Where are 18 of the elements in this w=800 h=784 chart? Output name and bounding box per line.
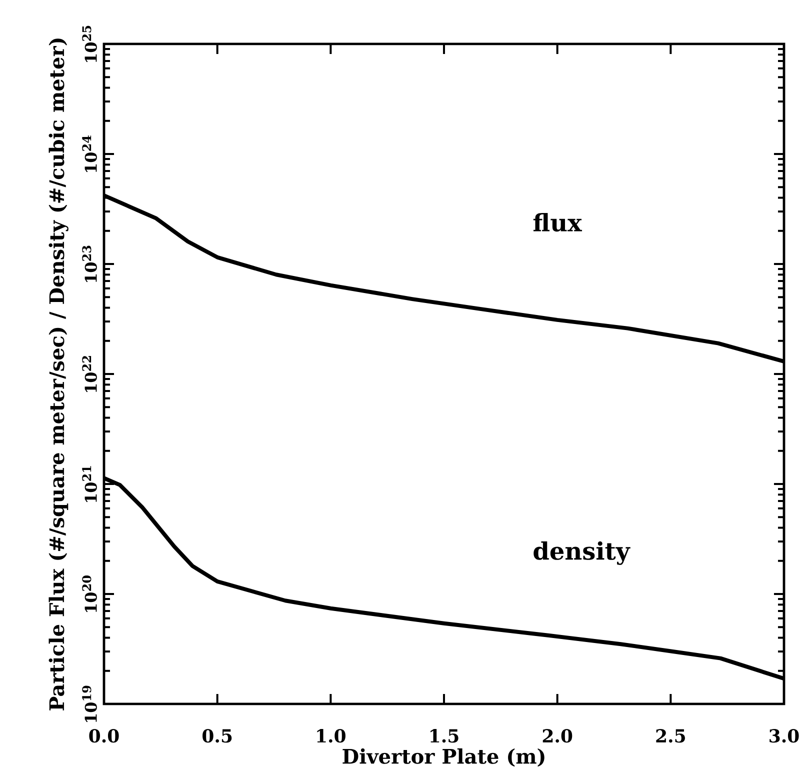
- y-tick-label: 10$^{25}$: [82, 26, 97, 62]
- y-tick-label: 10$^{23}$: [82, 246, 97, 282]
- x-tick-label: 2.5: [656, 729, 685, 743]
- annotation: flux: [533, 213, 582, 232]
- x-tick-label: 1.0: [317, 729, 346, 743]
- x-tick-label: 0.0: [89, 729, 119, 743]
- y-axis-title: Particle Flux (#/square meter/sec) / Density (#/cubic meter): [48, 38, 68, 710]
- y-tick-label: 10$^{19}$: [82, 686, 97, 722]
- y-tick-label: 10$^{20}$: [82, 576, 97, 612]
- x-axis-title: Divertor Plate (m): [342, 748, 544, 767]
- y-tick-label: 10$^{22}$: [82, 356, 97, 392]
- y-tick-label: 10$^{24}$: [82, 135, 97, 172]
- x-tick-label: 3.0: [770, 729, 799, 743]
- y-tick-label: 10$^{21}$: [82, 466, 97, 502]
- x-tick-label: 0.5: [202, 729, 232, 743]
- annotation: density: [534, 541, 630, 565]
- x-tick-label: 2.0: [542, 729, 572, 743]
- x-tick-label: 1.5: [430, 729, 458, 743]
